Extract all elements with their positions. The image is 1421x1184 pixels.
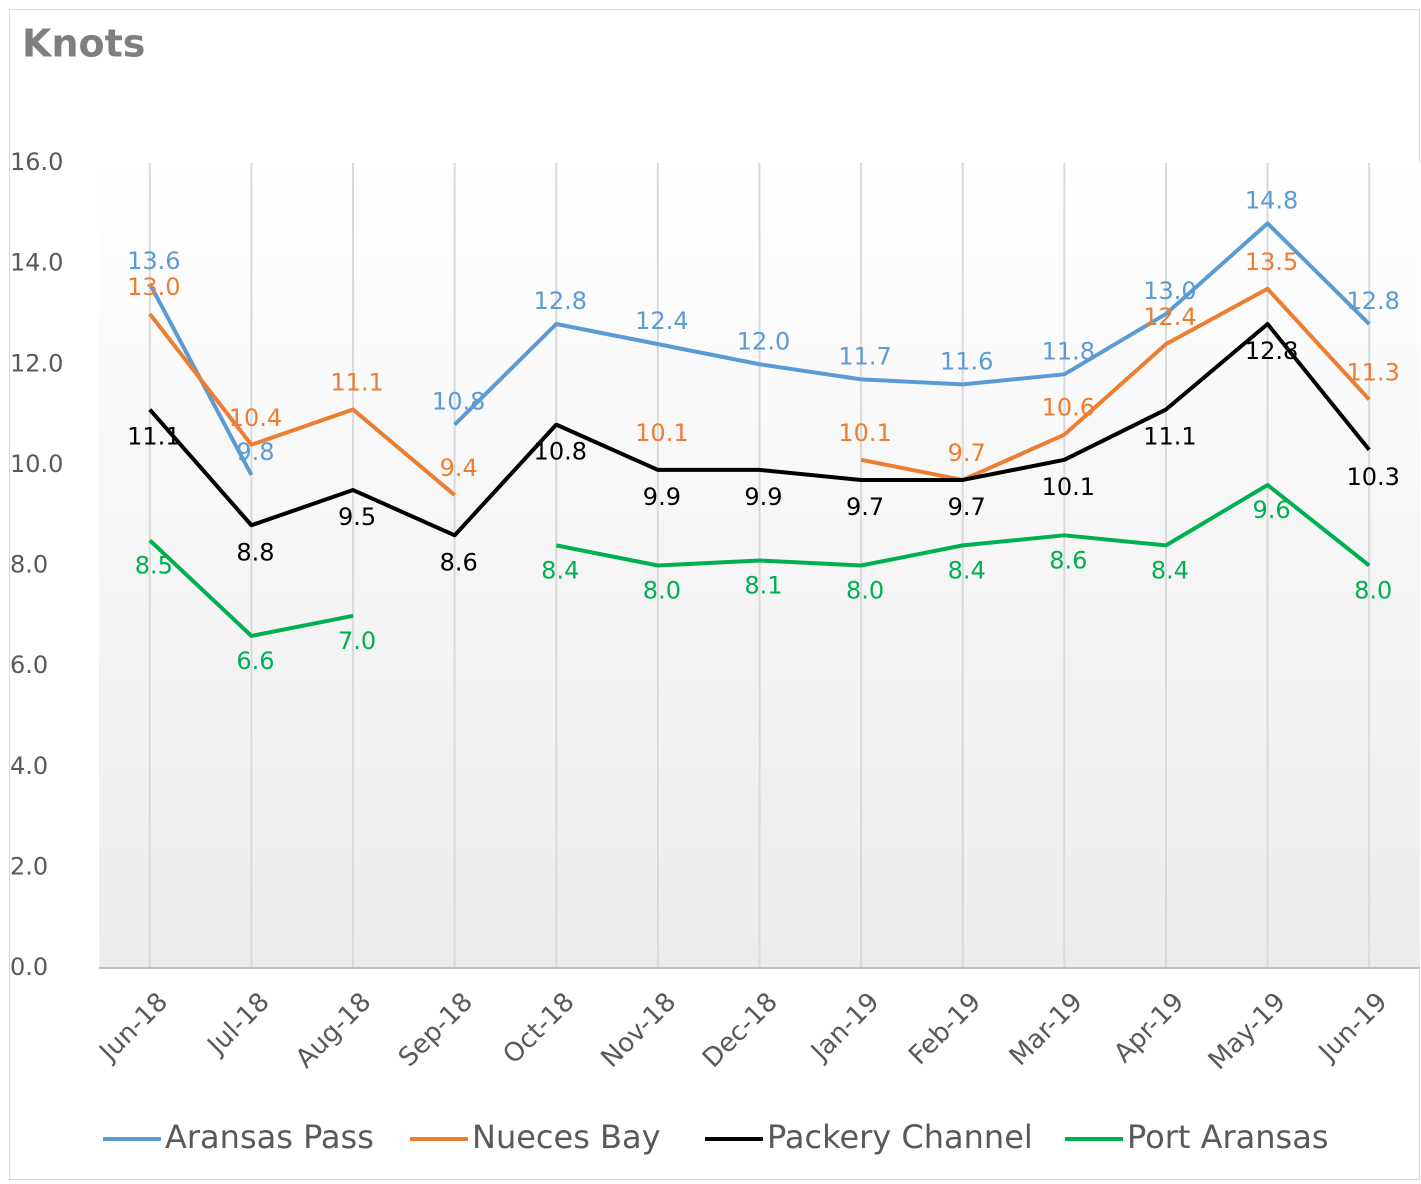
data-label: 9.8: [236, 438, 274, 466]
data-label: 10.1: [1042, 473, 1095, 501]
y-tick-label: 10.0: [10, 450, 63, 478]
data-label: 10.1: [838, 419, 891, 447]
chart-title: Knots: [22, 22, 145, 66]
data-label: 8.5: [135, 551, 173, 579]
data-label: 13.0: [127, 273, 180, 301]
series-line: [148, 322, 1371, 538]
data-label: 11.1: [330, 369, 383, 397]
legend-label: Packery Channel: [767, 1118, 1033, 1156]
data-label: 10.1: [635, 419, 688, 447]
data-label: 10.6: [1042, 394, 1095, 422]
y-tick-label: 8.0: [10, 551, 48, 579]
data-label: 9.7: [948, 439, 986, 467]
data-label: 12.8: [1245, 337, 1298, 365]
data-label: 9.5: [338, 503, 376, 531]
data-label: 13.0: [1143, 277, 1196, 305]
data-label: 14.8: [1245, 186, 1298, 214]
data-label: 8.1: [744, 571, 782, 599]
data-label: 8.4: [541, 556, 579, 584]
y-tick-label: 14.0: [10, 249, 63, 277]
data-label: 8.6: [1049, 546, 1087, 574]
data-label: 10.8: [432, 388, 485, 416]
data-label: 9.9: [643, 483, 681, 511]
data-label: 8.0: [643, 577, 681, 605]
data-label: 11.3: [1346, 358, 1399, 386]
data-label: 10.8: [534, 438, 587, 466]
y-tick-label: 6.0: [10, 651, 48, 679]
data-label: 11.8: [1042, 337, 1095, 365]
data-label: 8.0: [1354, 577, 1392, 605]
y-tick-label: 4.0: [10, 752, 48, 780]
data-label: 8.4: [948, 556, 986, 584]
data-label: 9.9: [744, 483, 782, 511]
data-label: 10.3: [1346, 463, 1399, 491]
data-label: 9.6: [1252, 496, 1290, 524]
data-label: 9.7: [846, 493, 884, 521]
data-label: 6.6: [236, 647, 274, 675]
data-label: 9.7: [948, 493, 986, 521]
data-label: 12.8: [534, 287, 587, 315]
data-label: 12.8: [1346, 287, 1399, 315]
data-label: 11.1: [127, 423, 180, 451]
data-label: 7.0: [338, 627, 376, 655]
data-label: 11.1: [1143, 423, 1196, 451]
data-label: 13.5: [1245, 248, 1298, 276]
data-label: 9.4: [440, 454, 478, 482]
y-tick-label: 2.0: [10, 852, 48, 880]
data-label: 8.8: [236, 538, 274, 566]
data-label: 13.6: [127, 247, 180, 275]
data-label: 10.4: [229, 404, 282, 432]
y-tick-label: 12.0: [10, 349, 63, 377]
data-label: 8.6: [440, 548, 478, 576]
data-label: 8.0: [846, 577, 884, 605]
series-line: [148, 483, 1371, 638]
y-tick-label: 0.0: [10, 953, 48, 981]
data-label: 12.4: [1143, 303, 1196, 331]
data-label: 11.6: [940, 347, 993, 375]
data-label: 11.7: [838, 342, 891, 370]
y-tick-label: 16.0: [10, 148, 63, 176]
legend-label: Nueces Bay: [472, 1118, 661, 1156]
legend-label: Port Aransas: [1127, 1118, 1329, 1156]
series-line: [148, 286, 1371, 497]
data-label: 8.4: [1151, 556, 1189, 584]
data-label: 12.4: [635, 307, 688, 335]
data-label: 12.0: [737, 327, 790, 355]
legend-label: Aransas Pass: [165, 1118, 374, 1156]
